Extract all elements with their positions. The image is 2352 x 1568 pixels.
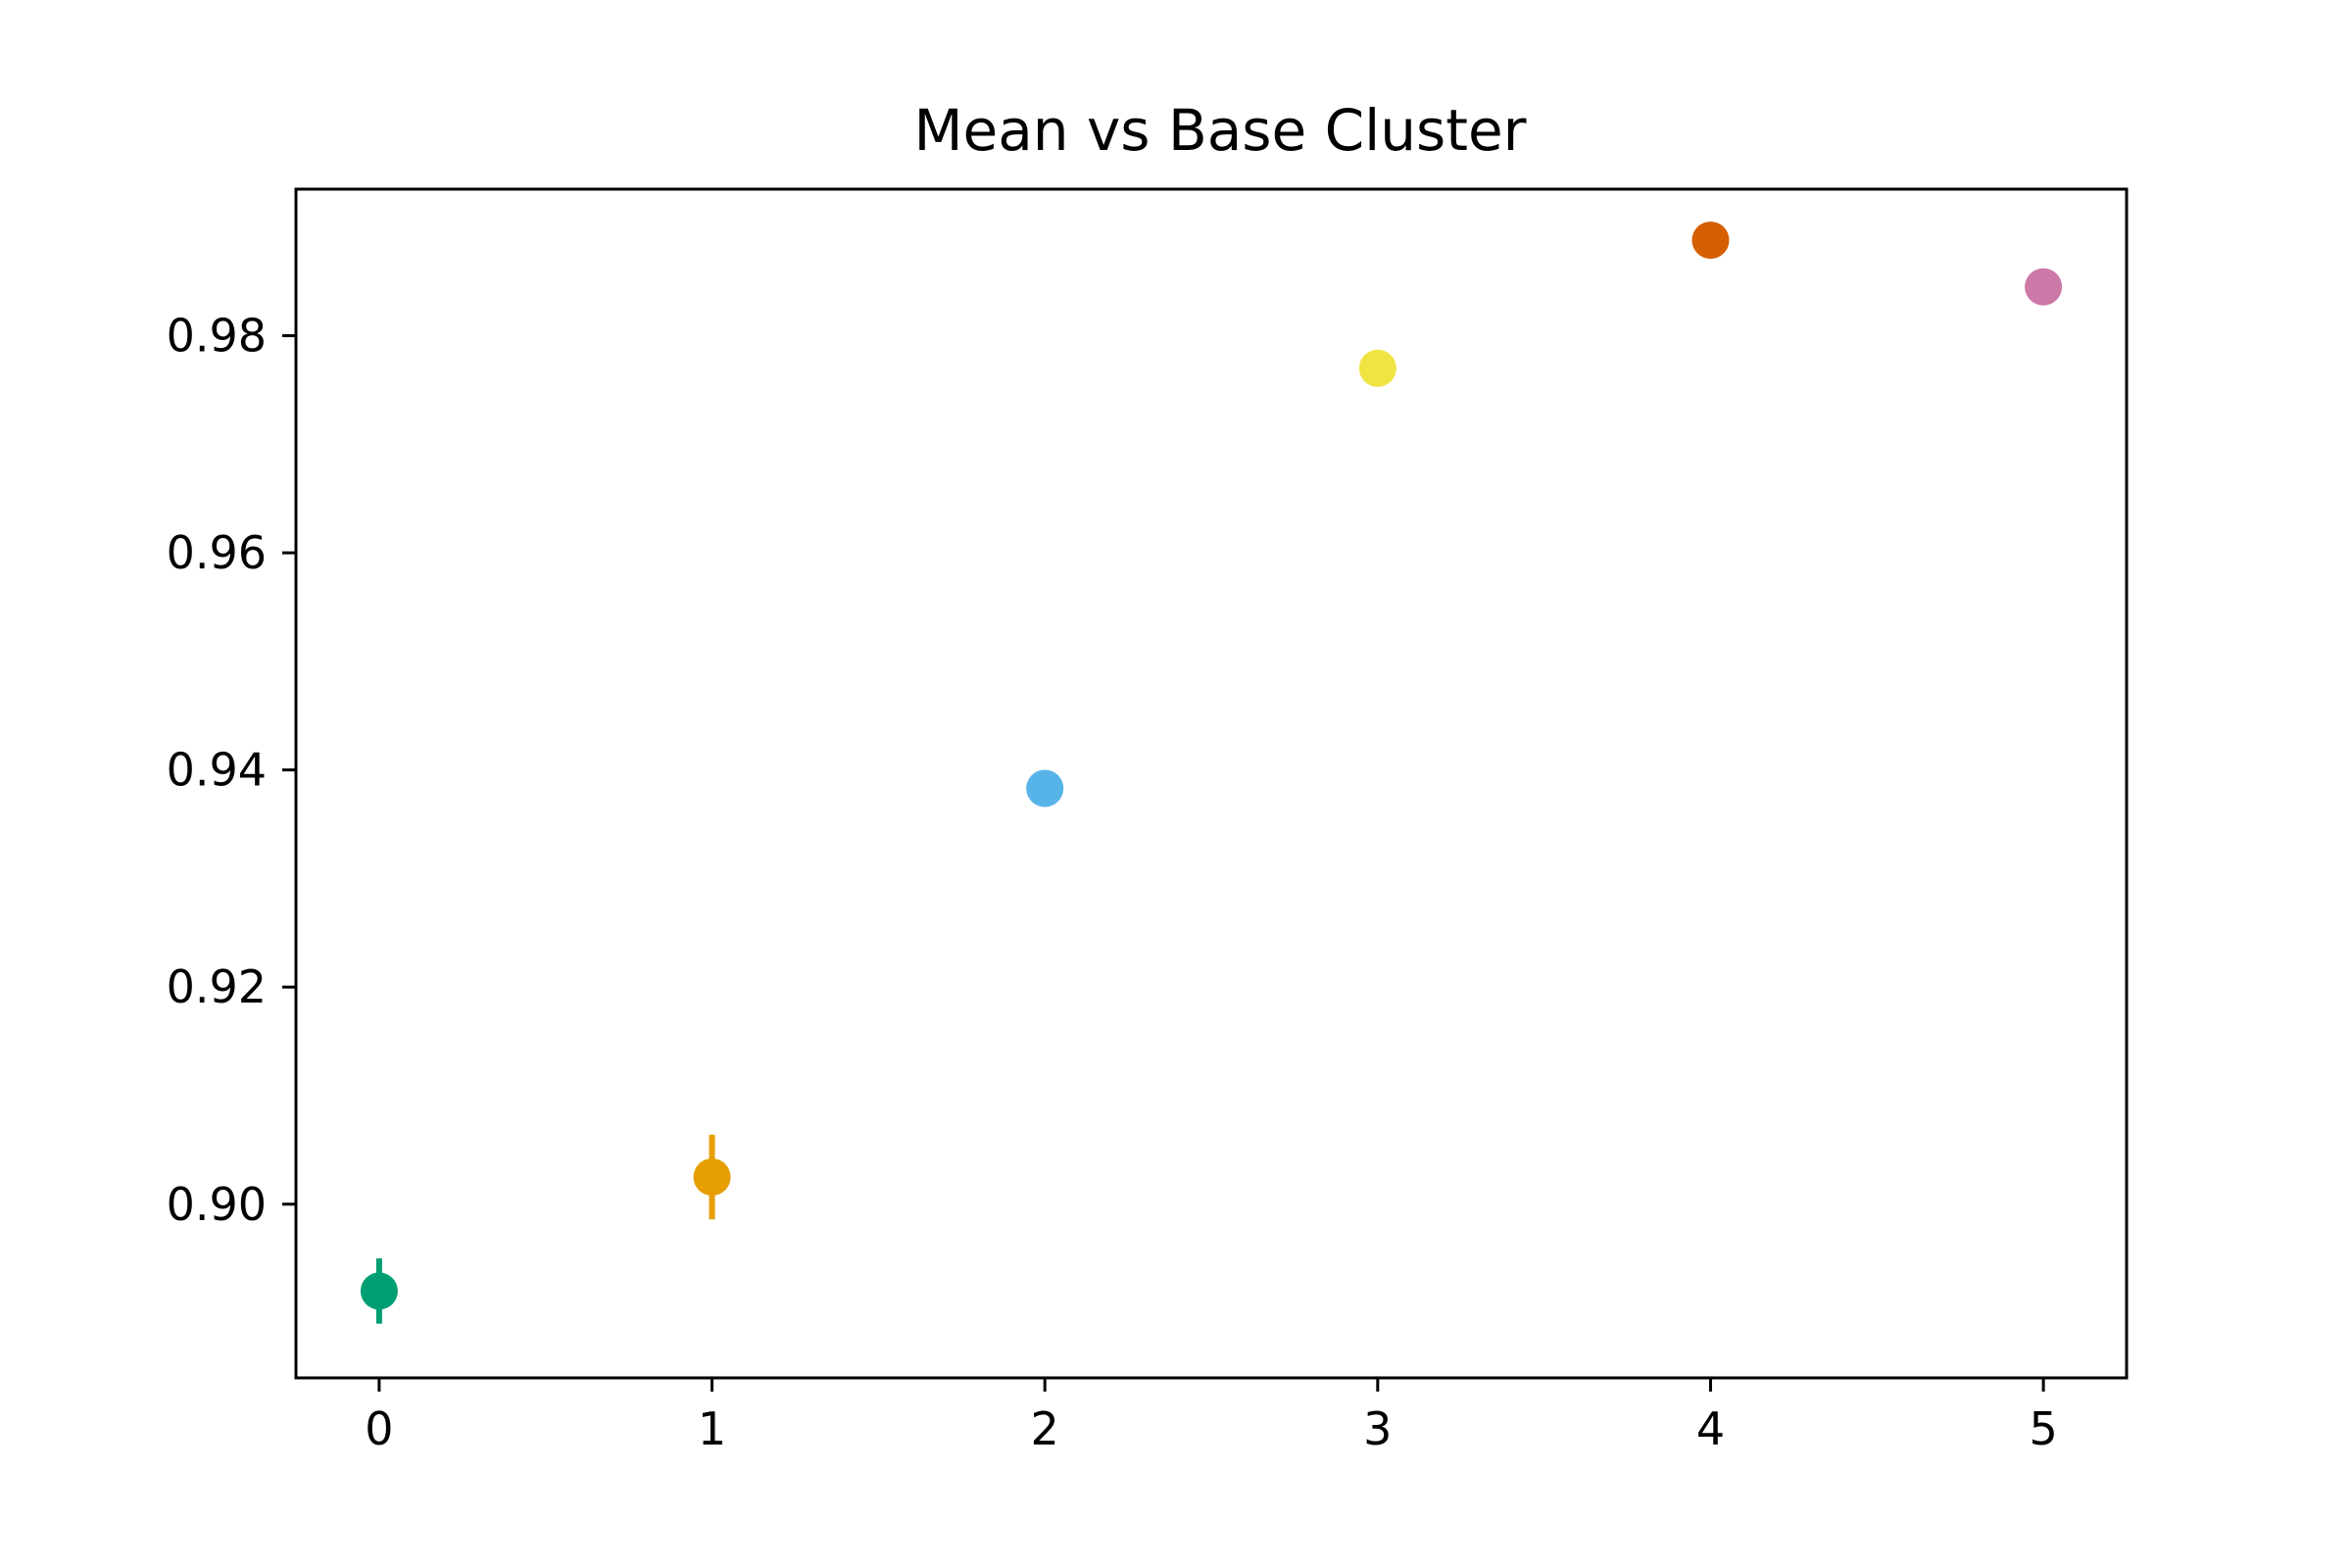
data-point xyxy=(2025,268,2063,306)
data-point xyxy=(1358,349,1396,387)
x-tick-label: 3 xyxy=(1363,1402,1392,1455)
data-point xyxy=(1691,221,1730,260)
data-point xyxy=(1026,769,1064,808)
x-tick-label: 5 xyxy=(2029,1402,2057,1455)
y-tick-label: 0.92 xyxy=(167,960,267,1013)
x-tick-label: 4 xyxy=(1696,1402,1725,1455)
y-tick-label: 0.96 xyxy=(167,526,267,579)
error-bars xyxy=(375,1134,715,1324)
y-tick-label: 0.90 xyxy=(167,1178,267,1231)
x-tick-label: 1 xyxy=(698,1402,726,1455)
data-point xyxy=(360,1272,398,1310)
chart-title: Mean vs Base Cluster xyxy=(914,97,1527,164)
data-point xyxy=(693,1158,731,1197)
data-points xyxy=(360,221,2063,1310)
y-tick-label: 0.98 xyxy=(167,310,267,363)
axis-ticks: 0 1 2 3 4 5 0.90 0.92 0.94 0.96 0.98 xyxy=(167,310,2058,1455)
x-tick-label: 0 xyxy=(365,1402,393,1455)
y-tick-label: 0.94 xyxy=(167,744,267,797)
plot-frame xyxy=(294,187,2129,1380)
x-tick-label: 2 xyxy=(1031,1402,1059,1455)
